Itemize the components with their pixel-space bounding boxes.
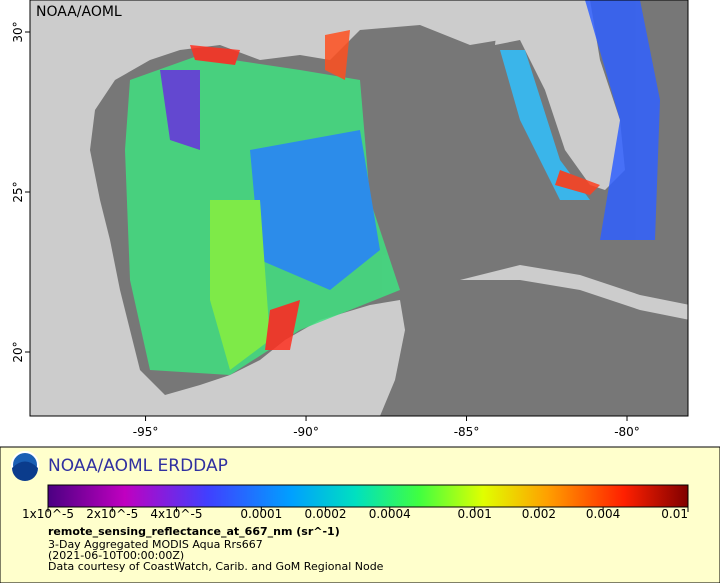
colorbar-tick-label: 0.002 <box>522 507 556 521</box>
colorbar-tick-label: 1x10^-5 <box>22 507 74 521</box>
y-tick-label: 25° <box>11 181 25 202</box>
legend-line: Data courtesy of CoastWatch, Carib. and … <box>48 560 384 573</box>
land <box>495 0 625 190</box>
colorbar-tick-label: 0.001 <box>457 507 491 521</box>
land <box>460 265 688 320</box>
x-tick-label: -80° <box>614 425 640 439</box>
colorbar-tick-label: 0.0004 <box>369 507 411 521</box>
colorbar-tick-label: 0.01 <box>661 507 688 521</box>
colorbar-tick-label: 2x10^-5 <box>86 507 138 521</box>
colorbar <box>47 484 689 508</box>
x-tick-label: -85° <box>454 425 480 439</box>
watermark: NOAA/AOML <box>36 4 122 20</box>
colorbar-tick-label: 0.0001 <box>240 507 282 521</box>
legend-title: NOAA/AOML ERDDAP <box>48 456 228 476</box>
legend-line: 3-Day Aggregated MODIS Aqua Rrs667 <box>48 538 263 551</box>
reflectance-field <box>125 0 660 375</box>
colorbar-tick-label: 0.0002 <box>305 507 347 521</box>
colorbar-tick-label: 4x10^-5 <box>150 507 202 521</box>
y-tick-label: 30° <box>11 21 25 42</box>
legend-line: (2021-06-10T00:00:00Z) <box>48 549 184 562</box>
variable-name: remote_sensing_reflectance_at_667_nm (sr… <box>48 525 340 538</box>
x-tick-label: -95° <box>133 425 159 439</box>
map-frame <box>29 0 689 417</box>
map <box>30 0 688 416</box>
land <box>30 0 500 416</box>
noaa-logo-wave <box>12 461 38 481</box>
colorbar-tick-label: 0.004 <box>586 507 620 521</box>
x-tick-label: -90° <box>293 425 319 439</box>
y-tick-label: 20° <box>11 341 25 362</box>
